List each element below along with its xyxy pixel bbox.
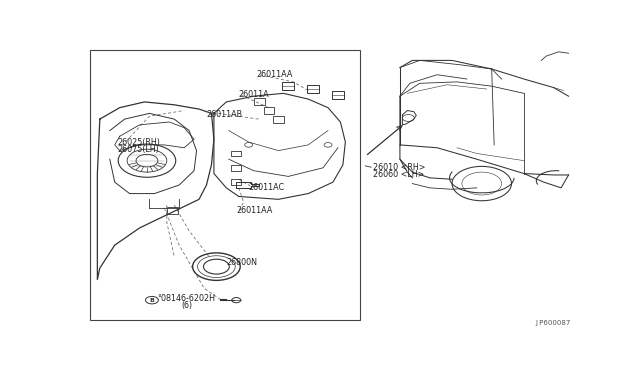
Bar xyxy=(90,50,360,320)
Bar xyxy=(167,207,178,214)
Text: 26800N: 26800N xyxy=(227,258,257,267)
Text: B: B xyxy=(150,298,154,303)
Bar xyxy=(332,91,344,99)
Text: 26011AA: 26011AA xyxy=(256,70,292,79)
Bar xyxy=(253,99,264,105)
Text: 26060 <LH>: 26060 <LH> xyxy=(372,170,424,179)
Text: 26011A: 26011A xyxy=(239,90,269,99)
Bar xyxy=(282,83,294,90)
Text: 26010 <RH>: 26010 <RH> xyxy=(372,163,425,172)
Text: J P600087: J P600087 xyxy=(536,320,571,326)
Bar xyxy=(264,107,275,114)
Text: 26011AB: 26011AB xyxy=(207,110,243,119)
Text: (6): (6) xyxy=(182,301,193,310)
Bar xyxy=(307,85,319,93)
Bar xyxy=(231,179,241,185)
Bar xyxy=(273,116,284,122)
Text: °08146-6202H: °08146-6202H xyxy=(157,294,215,303)
Bar xyxy=(231,151,241,156)
Text: 26011AC: 26011AC xyxy=(249,183,285,192)
Text: 26011AA: 26011AA xyxy=(236,206,273,215)
Text: 26025(RH): 26025(RH) xyxy=(117,138,160,147)
Bar xyxy=(231,165,241,171)
Text: 26075(LH): 26075(LH) xyxy=(117,145,159,154)
